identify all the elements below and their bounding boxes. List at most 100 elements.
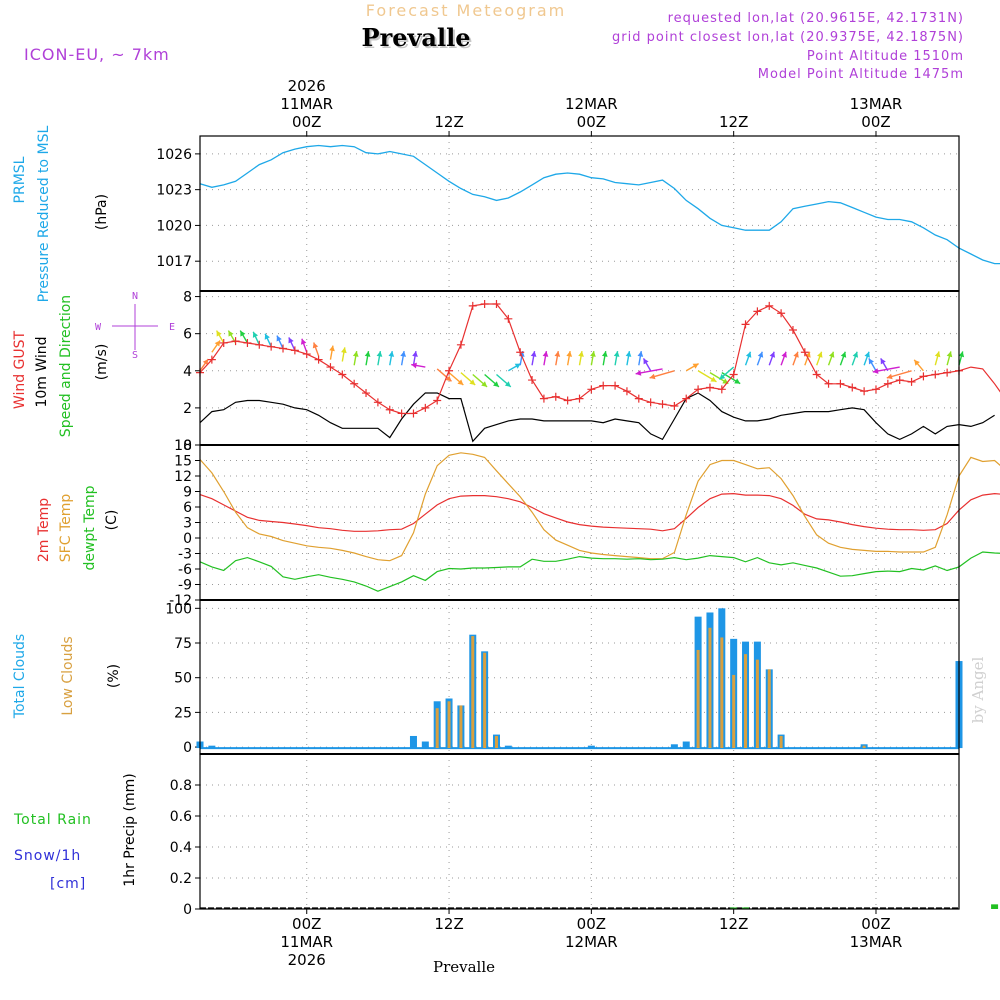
gust-point [860, 387, 869, 396]
header: Forecast Meteogram Prevalle Prevalle ICO… [24, 1, 987, 976]
gust-point [658, 400, 667, 409]
wind-arrow-head [868, 358, 874, 365]
wind-arrow-head [514, 363, 521, 369]
clouds-ytick-label: 25 [174, 705, 192, 721]
gust-point [694, 385, 703, 394]
wind-arrow-head [649, 373, 656, 380]
temp-ytick-label: -12 [169, 593, 192, 609]
low-cloud-bar [483, 652, 487, 749]
low-cloud-bar [862, 745, 866, 749]
wind-arrow-head [934, 351, 941, 358]
gust-point [587, 385, 596, 394]
wind-arrow-head [264, 333, 270, 340]
gust-point [504, 314, 513, 323]
wind-direction-label: Speed and Direction [58, 295, 74, 437]
gust-point [231, 337, 240, 346]
gust-point [468, 301, 477, 310]
compass-north: N [132, 291, 138, 302]
temp-ytick-label: 0 [183, 531, 192, 547]
wind-arrow-head [276, 335, 282, 342]
gust-point [267, 342, 276, 351]
temp-ytick-label: 12 [174, 469, 192, 485]
clouds-panel: 0 25 50 75 100 [165, 599, 963, 756]
precip-ytick-label: 0.2 [170, 871, 192, 887]
low-cloud-bar [708, 627, 712, 749]
wind-arrow-head [202, 359, 209, 366]
time-label-bottom: 00Z [292, 915, 321, 933]
low-cloud-bar [755, 659, 759, 749]
pressure-label-1: PRMSL [12, 156, 28, 203]
wind-arrow-head [530, 351, 537, 357]
dewpt-line [199, 551, 1000, 592]
wind-arrow-head [852, 351, 859, 358]
gust-point [895, 376, 904, 385]
wind-arrow-head [946, 351, 953, 358]
wind-arrow-head [880, 358, 886, 365]
gust-point [777, 309, 786, 318]
low-cloud-bar [494, 735, 498, 749]
gust-point [255, 340, 264, 349]
t2m-line [199, 492, 1000, 532]
wind-arrow-head [364, 351, 371, 357]
credit-watermark: by Angel [969, 656, 987, 723]
wind-arrow-head [734, 378, 741, 384]
gust-point [445, 366, 454, 375]
clouds-ytick-label: 75 [174, 636, 192, 652]
gust-point [919, 372, 928, 381]
wind-arrow-head [457, 379, 464, 386]
precip-ytick-label: 0.8 [170, 778, 192, 794]
gust-point [599, 381, 608, 390]
wind-arrow-head [601, 351, 608, 357]
wind-arrow-head [288, 337, 294, 344]
footer-location: Prevalle [433, 958, 495, 976]
wind-arrow-head [469, 379, 476, 386]
side-labels: PRMSL Pressure Reduced to MSL (hPa) Wind… [12, 125, 138, 892]
time-axis-bottom: 00Z11MAR202612Z00Z12MAR12Z00Z13MAR12Z [280, 909, 902, 969]
rain-bar [742, 907, 750, 909]
gust-point [207, 355, 216, 364]
time-axis-top: 202611MAR00Z12Z12MAR00Z12Z13MAR00Z12Z [280, 77, 902, 136]
sfc-temp-line [199, 452, 1000, 562]
gust-point [575, 394, 584, 403]
gust-point [385, 405, 394, 414]
wind-arrow-head [692, 363, 699, 369]
wind-ytick-label: 4 [183, 364, 192, 380]
wind-arrow-head [329, 345, 335, 352]
gust-point [302, 350, 311, 359]
time-label-top: 12Z [434, 113, 463, 131]
wind-arrow-head [781, 351, 787, 358]
wind-arrow-head [817, 351, 823, 358]
temp-ytick-label: -6 [178, 562, 192, 578]
time-label-top: 12MAR [565, 95, 618, 113]
wind-arrow-head [590, 351, 596, 357]
wind-arrow-head [352, 351, 359, 357]
temp-ytick-label: -9 [178, 578, 192, 594]
gust-point [362, 389, 371, 398]
gust-point [682, 394, 691, 403]
pressure-unit: (hPa) [94, 194, 110, 230]
dewpt-label: dewpt Temp [82, 485, 98, 570]
wind-arrow-head [376, 351, 383, 357]
wind-arrow-head [840, 351, 847, 358]
low-cloud-bar [732, 674, 736, 749]
gust-point [528, 376, 537, 385]
wind-arrow-head [240, 330, 246, 337]
wind-ytick-label: 8 [183, 290, 192, 306]
low-cloud-bar [447, 701, 451, 749]
gust-point [373, 398, 382, 407]
cloud-unit: (%) [106, 664, 122, 688]
gust-point [516, 348, 525, 357]
time-label-top: 11MAR [280, 95, 333, 113]
gust-point [800, 348, 809, 357]
low-cloud-bar [720, 637, 724, 749]
total-cloud-bar [208, 745, 216, 749]
wind-arrow-head [613, 351, 620, 357]
gust-point [943, 368, 952, 377]
temp-ytick-label: 15 [174, 454, 192, 470]
low-cloud-bar [779, 735, 783, 749]
clouds-ytick-label: 0 [183, 740, 192, 756]
wind-ytick-label: 0 [183, 438, 192, 454]
gust-point [480, 299, 489, 308]
